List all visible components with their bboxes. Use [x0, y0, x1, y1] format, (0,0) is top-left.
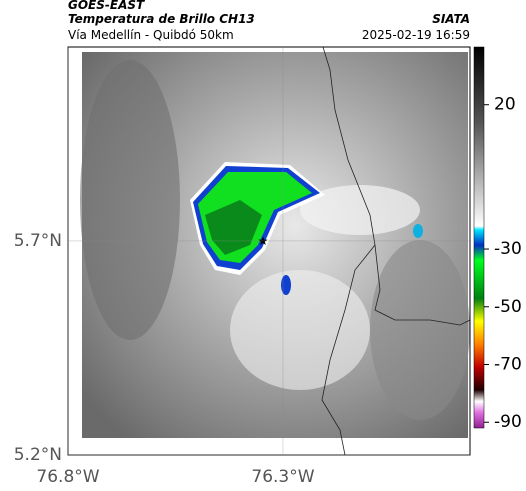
colorbar: [473, 46, 485, 429]
colorbar-label: -50: [494, 297, 522, 317]
subtitle: Vía Medellín - Quibdó 50km: [68, 28, 234, 42]
lon-label: 76.8°W: [36, 467, 99, 487]
lat-label: 5.2°N: [14, 445, 62, 465]
ticks: 5.7°N 5.2°N76.8°W 76.3°W 20 -30 -50 -70 -90: [14, 47, 522, 487]
source: GOES-EAST: [68, 0, 145, 12]
credit: SIATA: [432, 12, 470, 26]
colorbar-label: -30: [494, 239, 522, 259]
colorbar-label: 20: [494, 95, 516, 115]
imagery: ★: [80, 46, 471, 456]
colorbar-label: -70: [494, 355, 522, 375]
title: Temperatura de Brillo CH13: [68, 12, 255, 26]
lat-label: 5.7°N: [14, 231, 62, 251]
timestamp: 2025-02-19 16:59: [362, 28, 470, 42]
lon-label: 76.3°W: [251, 467, 314, 487]
colorbar-label: -90: [494, 412, 522, 432]
